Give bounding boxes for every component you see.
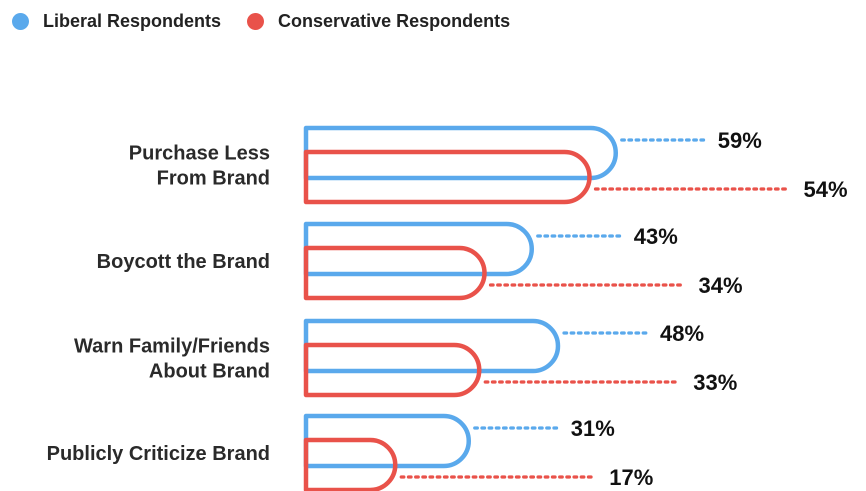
category-label: Boycott the Brand [97,251,270,273]
legend-item-liberal: Liberal Respondents [12,11,221,32]
legend: Liberal Respondents Conservative Respond… [12,9,536,33]
legend-label-conservative: Conservative Respondents [278,10,511,31]
liberal-value-label: 48% [660,321,704,346]
conservative-bar [303,342,482,398]
conservative-value-label: 17% [609,465,653,490]
liberal-bar [303,221,534,277]
liberal-value-label: 31% [571,416,615,441]
liberal-dot-icon [12,12,29,30]
conservative-value-label: 54% [804,177,848,202]
liberal-value-label: 59% [718,128,762,153]
conservative-value-label: 34% [699,273,743,298]
conservative-bar [303,149,592,205]
legend-label-liberal: Liberal Respondents [43,10,222,31]
category-label: From Brand [157,168,270,190]
conservative-bar [303,437,398,491]
liberal-bar [303,318,561,374]
legend-item-conservative: Conservative Respondents [247,11,510,32]
liberal-value-label: 43% [634,224,678,249]
liberal-bar [303,413,471,469]
conservative-dot-icon [247,12,265,30]
conservative-value-label: 33% [693,370,737,395]
conservative-bar [303,245,487,301]
category-label: Warn Family/Friends [74,336,270,358]
liberal-bar [303,125,618,181]
category-label: About Brand [149,361,270,383]
category-label: Purchase Less [129,143,270,165]
category-label: Publicly Criticize Brand [47,443,270,465]
